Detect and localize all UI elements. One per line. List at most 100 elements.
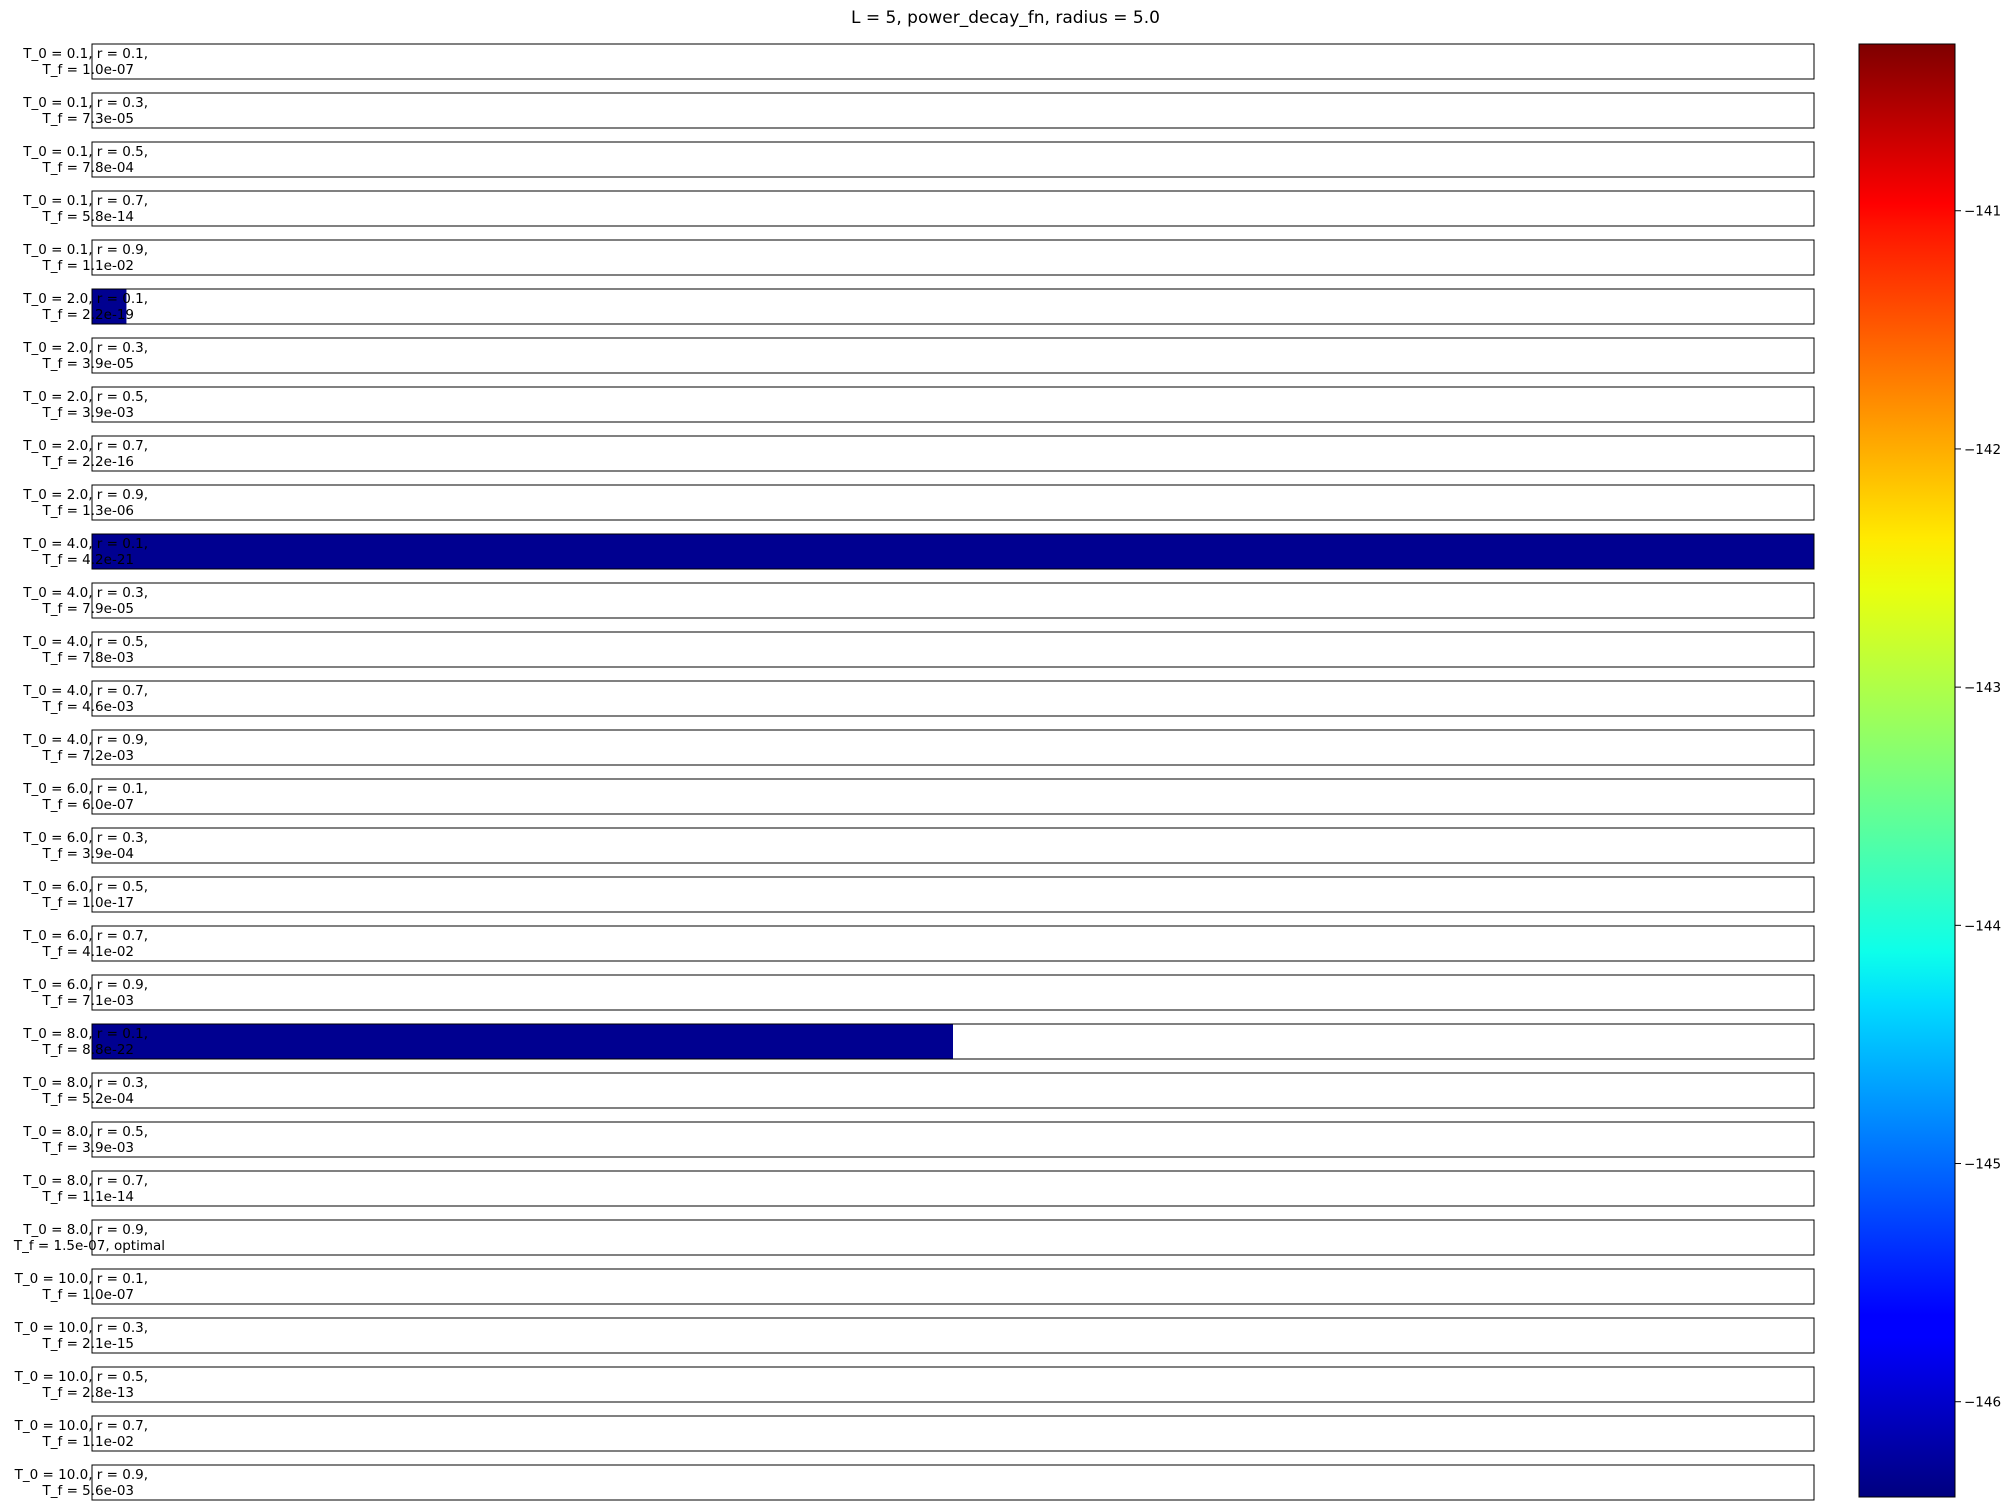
row-label-line1: T_0 = 6.0, r = 0.9,: [22, 977, 148, 993]
row-label-line2: T_f = 6.0e-07: [42, 797, 134, 813]
row-label-line1: T_0 = 6.0, r = 0.7,: [22, 928, 148, 944]
row-panel-frame: [91, 925, 1815, 962]
row-panel-background: [92, 1269, 1814, 1304]
row-label-line1: T_0 = 0.1, r = 0.1,: [22, 46, 148, 62]
heatmap-row: T_0 = 6.0, r = 0.5,T_f = 1.0e-17: [22, 876, 1815, 913]
row-label-line2: T_f = 2.1e-15: [42, 1336, 134, 1352]
colorbar-tick-label: −141: [1964, 204, 2001, 220]
row-panel-frame: [91, 1023, 1815, 1060]
row-panel-background: [92, 877, 1814, 912]
row-label-line2: T_f = 2.8e-13: [42, 1385, 134, 1401]
row-panel-background: [92, 730, 1814, 765]
row-label-line1: T_0 = 6.0, r = 0.5,: [22, 879, 148, 895]
heatmap-row: T_0 = 10.0, r = 0.7,T_f = 1.1e-02: [14, 1415, 1815, 1452]
colorbar: −146 −145 −144 −143 −142 −141: [1858, 43, 2001, 1498]
row-panel-frame: [91, 435, 1815, 472]
row-label-line1: T_0 = 0.1, r = 0.3,: [22, 95, 148, 111]
row-label-line1: T_0 = 2.0, r = 0.3,: [22, 340, 148, 356]
heatmap-row: T_0 = 8.0, r = 0.5,T_f = 3.9e-03: [22, 1121, 1815, 1158]
heatmap-row: T_0 = 10.0, r = 0.1,T_f = 1.0e-07: [14, 1268, 1815, 1305]
row-panel-background: [92, 436, 1814, 471]
heatmap-row: T_0 = 6.0, r = 0.7,T_f = 4.1e-02: [22, 925, 1815, 962]
heatmap-cell: [92, 534, 1814, 569]
heatmap-row: T_0 = 2.0, r = 0.1,T_f = 2.2e-19: [22, 288, 1815, 325]
row-panel-frame: [91, 827, 1815, 864]
row-panel-frame: [91, 729, 1815, 766]
row-panel-background: [92, 44, 1814, 79]
row-panel-background: [92, 1073, 1814, 1108]
row-label-line1: T_0 = 10.0, r = 0.1,: [14, 1271, 148, 1287]
row-panel-background: [92, 1220, 1814, 1255]
row-label-line2: T_f = 1.5e-07, optimal: [13, 1238, 165, 1254]
heatmap-row: T_0 = 4.0, r = 0.5,T_f = 7.8e-03: [22, 631, 1815, 668]
heatmap-cell: [92, 1024, 953, 1059]
colorbar-tick-label: −145: [1964, 1157, 2001, 1173]
row-label-line2: T_f = 7.8e-04: [42, 160, 134, 176]
heatmap-row: T_0 = 8.0, r = 0.7,T_f = 1.1e-14: [22, 1170, 1815, 1207]
heatmap-row: T_0 = 2.0, r = 0.9,T_f = 1.3e-06: [22, 484, 1815, 521]
heatmap-row: T_0 = 6.0, r = 0.9,T_f = 7.1e-03: [22, 974, 1815, 1011]
row-label-line2: T_f = 1.0e-17: [42, 895, 134, 911]
row-label-line1: T_0 = 8.0, r = 0.1,: [22, 1026, 148, 1042]
heatmap-row: T_0 = 8.0, r = 0.1,T_f = 8.8e-22: [22, 1023, 1815, 1060]
row-label-line2: T_f = 7.1e-03: [42, 993, 134, 1009]
row-label-line2: T_f = 2.2e-16: [42, 454, 134, 470]
heatmap-row: T_0 = 4.0, r = 0.3,T_f = 7.9e-05: [22, 582, 1815, 619]
row-label-line2: T_f = 1.1e-02: [42, 258, 134, 274]
heatmap-cell: [92, 289, 127, 324]
row-label-line2: T_f = 1.3e-06: [42, 503, 134, 519]
row-label-line2: T_f = 4.2e-21: [42, 552, 134, 568]
row-label-line1: T_0 = 8.0, r = 0.7,: [22, 1173, 148, 1189]
heatmap-row: T_0 = 10.0, r = 0.9,T_f = 5.6e-03: [14, 1464, 1815, 1501]
heatmap-row: T_0 = 2.0, r = 0.5,T_f = 3.9e-03: [22, 386, 1815, 423]
row-label-line1: T_0 = 4.0, r = 0.3,: [22, 585, 148, 601]
row-label-line2: T_f = 5.6e-03: [42, 1483, 134, 1499]
row-label-line2: T_f = 3.9e-03: [42, 405, 134, 421]
row-label-line1: T_0 = 4.0, r = 0.5,: [22, 634, 148, 650]
colorbar-tick-label: −142: [1964, 442, 2001, 458]
colorbar-tick-label: −146: [1964, 1395, 2001, 1411]
row-panel-frame: [91, 778, 1815, 815]
row-panel-frame: [91, 92, 1815, 129]
chart-title: L = 5, power_decay_fn, radius = 5.0: [851, 8, 1160, 28]
colorbar-gradient: [1858, 43, 1956, 1498]
row-panel-frame: [91, 288, 1815, 325]
row-label-line1: T_0 = 4.0, r = 0.9,: [22, 732, 148, 748]
row-label-line2: T_f = 4.6e-03: [42, 699, 134, 715]
row-label-line2: T_f = 5.2e-04: [42, 1091, 134, 1107]
row-label-line1: T_0 = 0.1, r = 0.5,: [22, 144, 148, 160]
row-label-line1: T_0 = 2.0, r = 0.1,: [22, 291, 148, 307]
row-label-line1: T_0 = 10.0, r = 0.7,: [14, 1418, 148, 1434]
row-panel-frame: [91, 239, 1815, 276]
row-label-line1: T_0 = 6.0, r = 0.3,: [22, 830, 148, 846]
row-label-line1: T_0 = 4.0, r = 0.7,: [22, 683, 148, 699]
heatmap-row: T_0 = 0.1, r = 0.1,T_f = 1.0e-07: [22, 43, 1815, 80]
row-panel-background: [92, 93, 1814, 128]
heatmap-row: T_0 = 0.1, r = 0.5,T_f = 7.8e-04: [22, 141, 1815, 178]
row-panel-background: [92, 1171, 1814, 1206]
row-label-line2: T_f = 7.8e-03: [42, 650, 134, 666]
row-panel-frame: [91, 1072, 1815, 1109]
row-label-line2: T_f = 7.2e-03: [42, 748, 134, 764]
row-panel-background: [92, 240, 1814, 275]
row-label-line2: T_f = 2.2e-19: [42, 307, 134, 323]
row-panel-background: [92, 1367, 1814, 1402]
row-label-line2: T_f = 1.1e-02: [42, 1434, 134, 1450]
row-panel-background: [92, 779, 1814, 814]
row-panel-background: [92, 289, 1814, 324]
row-label-line1: T_0 = 10.0, r = 0.5,: [14, 1369, 148, 1385]
heatmap-row: T_0 = 6.0, r = 0.1,T_f = 6.0e-07: [22, 778, 1815, 815]
heatmap-row: T_0 = 10.0, r = 0.3,T_f = 2.1e-15: [14, 1317, 1815, 1354]
row-panel-background: [92, 1318, 1814, 1353]
heatmap-row: T_0 = 0.1, r = 0.7,T_f = 5.8e-14: [22, 190, 1815, 227]
row-panel-background: [92, 1416, 1814, 1451]
row-label-line1: T_0 = 8.0, r = 0.9,: [22, 1222, 148, 1238]
heatmap-row: T_0 = 8.0, r = 0.9,T_f = 1.5e-07, optima…: [13, 1219, 1815, 1256]
row-panel-frame: [91, 876, 1815, 913]
row-panel-frame: [91, 631, 1815, 668]
row-label-line2: T_f = 4.1e-02: [42, 944, 134, 960]
heatmap-row: T_0 = 4.0, r = 0.1,T_f = 4.2e-21: [22, 533, 1815, 570]
row-panel-frame: [91, 1415, 1815, 1452]
row-label-line1: T_0 = 6.0, r = 0.1,: [22, 781, 148, 797]
